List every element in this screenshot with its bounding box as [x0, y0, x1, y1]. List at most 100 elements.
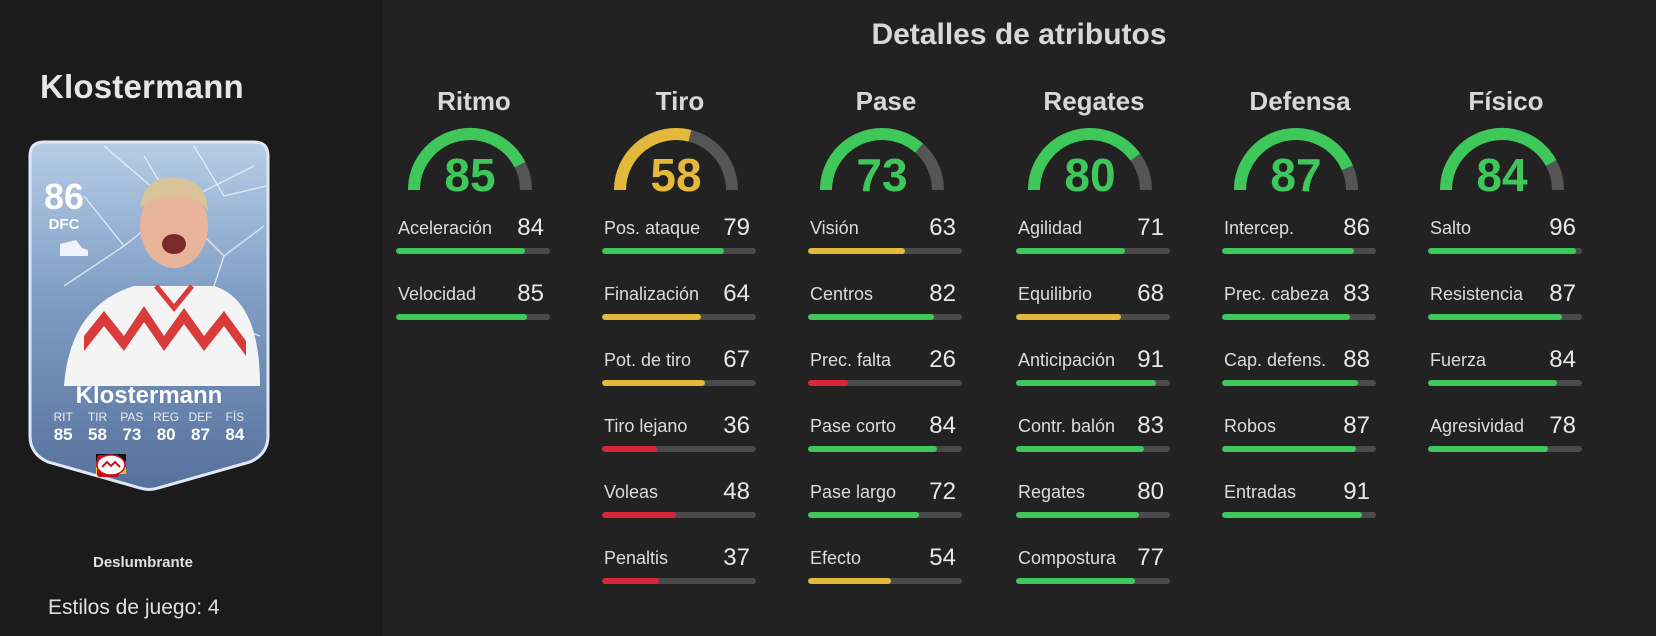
- stat-bar-fill: [1428, 380, 1558, 386]
- stat-value: 67: [723, 346, 750, 373]
- category-gauge: 87: [1222, 122, 1378, 204]
- category-title: Defensa: [1249, 86, 1351, 116]
- card-position: DFC: [48, 216, 80, 233]
- stat-bar: [1428, 446, 1582, 452]
- stat-label: Salto: [1430, 218, 1472, 238]
- stat-label: Compostura: [1018, 548, 1117, 568]
- stat-bar-fill: [1428, 314, 1562, 320]
- player-card[interactable]: 86 DFC Klostermann RIT 85 TIR 58 PAS 73 REG…: [24, 136, 274, 496]
- stat-bar: [602, 512, 756, 518]
- stat-bar-fill: [808, 314, 935, 320]
- category-value: 73: [856, 149, 908, 201]
- stat-value: 37: [723, 544, 750, 571]
- category-title: Tiro: [655, 86, 705, 116]
- stat-value: 83: [1137, 412, 1164, 439]
- stat-row: Tiro lejano 36: [602, 402, 758, 468]
- card-stats: RIT 85 TIR 58 PAS 73 REG 80 DEF 87 FÍS 84: [46, 410, 252, 445]
- stat-bar: [1222, 446, 1376, 452]
- stat-bar-fill: [1222, 512, 1363, 518]
- player-name: Klostermann: [40, 68, 244, 105]
- gauge-fill: [1234, 128, 1353, 191]
- stat-label: Equilibrio: [1018, 284, 1093, 304]
- stat-bar: [1016, 248, 1170, 254]
- stat-label: Contr. balón: [1018, 416, 1116, 436]
- page-title: Detalles de atributos: [871, 18, 1167, 51]
- stat-row: Entradas 91: [1222, 468, 1378, 534]
- category-gauge: 73: [808, 122, 964, 204]
- category-regates: Regates 80 Agilidad 71 Equilibrio 68 Anticipac…: [1016, 86, 1172, 600]
- stat-value: 63: [929, 214, 956, 241]
- stat-row: Pase corto 84: [808, 402, 964, 468]
- stat-bar-fill: [808, 248, 906, 254]
- card-frame: [28, 140, 270, 491]
- stat-value: 72: [929, 478, 956, 505]
- category-tiro: Tiro 58 Pos. ataque 79 Finalización 64 Pot. de…: [602, 86, 758, 600]
- stat-bar: [602, 380, 756, 386]
- rb-leipzig-crest-icon: [96, 454, 126, 476]
- stat-label: Resistencia: [1430, 284, 1524, 304]
- stat-bar: [808, 380, 962, 386]
- stat-bar-fill: [1016, 314, 1121, 320]
- stat-value: 78: [1549, 412, 1576, 439]
- stat-value: 83: [1343, 280, 1370, 307]
- stat-bar: [1016, 314, 1170, 320]
- stat-bar: [808, 446, 962, 452]
- gauge-fill: [1028, 128, 1141, 191]
- category-value: 84: [1476, 149, 1528, 201]
- stat-bar: [602, 248, 756, 254]
- stat-label: Fuerza: [1430, 350, 1487, 370]
- stat-bar: [1016, 578, 1170, 584]
- playstyles-count[interactable]: Estilos de juego: 4: [48, 596, 220, 619]
- playstyle-name: Deslumbrante: [92, 554, 194, 571]
- stat-bar: [396, 314, 550, 320]
- card-stat: FÍS 84: [225, 410, 245, 444]
- stat-row: Visión 63: [808, 204, 964, 270]
- stat-value: 84: [517, 214, 544, 241]
- stat-bar: [1428, 314, 1582, 320]
- gauge-fill: [1440, 127, 1557, 191]
- stat-label: Finalización: [604, 284, 700, 304]
- stat-bar-fill: [1222, 248, 1355, 254]
- stat-bar-fill: [602, 512, 676, 518]
- gauge-fill: [820, 128, 923, 191]
- stat-bar-fill: [1428, 248, 1576, 254]
- category-value: 87: [1270, 149, 1322, 201]
- player-panel: Klostermann: [0, 0, 382, 636]
- card-stat: TIR 58: [87, 410, 108, 444]
- stat-label: Tiro lejano: [604, 416, 688, 436]
- stat-value: 77: [1137, 544, 1164, 571]
- stat-value: 26: [929, 346, 956, 373]
- stat-bar: [808, 512, 962, 518]
- stat-bar: [1222, 380, 1376, 386]
- stat-row: Pos. ataque 79: [602, 204, 758, 270]
- stat-bar-fill: [808, 512, 919, 518]
- stat-value: 54: [929, 544, 956, 571]
- category-value: 85: [444, 149, 496, 201]
- stat-label: Visión: [810, 218, 859, 238]
- stat-row: Contr. balón 83: [1016, 402, 1172, 468]
- category-pase: Pase 73 Visión 63 Centros 82 Prec. falta 26 Pase…: [808, 86, 964, 600]
- stat-bar: [1222, 512, 1376, 518]
- gauge-arc: [1234, 128, 1358, 191]
- stat-row: Velocidad 85: [396, 270, 552, 336]
- stat-label: Agresividad: [1430, 416, 1525, 436]
- stat-bar-fill: [808, 578, 892, 584]
- stat-bar-fill: [602, 446, 658, 452]
- category-title: Físico: [1468, 86, 1544, 116]
- stat-bar: [1222, 248, 1376, 254]
- player-portrait: [64, 177, 260, 386]
- card-stat: REG 80: [153, 410, 180, 444]
- stat-row: Penaltis 37: [602, 534, 758, 600]
- stat-bar: [808, 314, 962, 320]
- stat-label: Prec. cabeza: [1224, 284, 1330, 304]
- stat-row: Prec. cabeza 83: [1222, 270, 1378, 336]
- stat-label: Intercep.: [1224, 218, 1295, 238]
- gauge-arc: [408, 128, 532, 191]
- stat-row: Equilibrio 68: [1016, 270, 1172, 336]
- stat-bar-fill: [1016, 380, 1157, 386]
- stat-bar-fill: [808, 446, 938, 452]
- gauge-arc: [820, 128, 944, 191]
- stat-bar: [1016, 446, 1170, 452]
- stat-bar: [1016, 512, 1170, 518]
- card-player-name: Klostermann: [75, 382, 223, 409]
